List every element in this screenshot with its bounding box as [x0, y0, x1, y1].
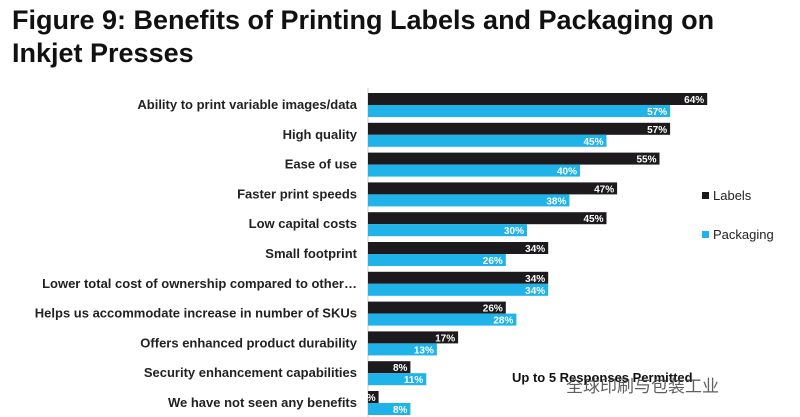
bar-packaging: [368, 343, 437, 356]
bar-packaging: [368, 373, 427, 386]
data-label-packaging: 40%: [557, 167, 577, 178]
category-label: Lower total cost of ownership compared t…: [42, 276, 357, 291]
category-label: Small footprint: [265, 246, 357, 261]
legend-item-packaging: Packaging: [702, 227, 774, 242]
bar-packaging: [368, 224, 527, 237]
category-label: Offers enhanced product durability: [140, 335, 357, 350]
data-label-packaging: 30%: [504, 226, 524, 237]
category-label: Helps us accommodate increase in number …: [35, 306, 357, 321]
category-label: Ability to print variable images/data: [137, 97, 357, 112]
bar-labels: [368, 182, 618, 195]
bar-labels: [368, 152, 660, 165]
data-label-labels: 34%: [525, 274, 545, 285]
legend-swatch-labels: [702, 192, 709, 199]
bar-labels: [368, 242, 549, 254]
legend-item-labels: Labels: [702, 188, 751, 203]
data-label-labels: 34%: [525, 244, 545, 255]
bar-packaging: [368, 283, 549, 296]
category-label: We have not seen any benefits: [168, 395, 357, 410]
bar-labels: [368, 361, 411, 374]
bar-packaging: [368, 105, 671, 117]
legend-label-labels: Labels: [713, 188, 752, 203]
data-label-labels: 64%: [684, 95, 704, 106]
data-label-packaging: 45%: [583, 137, 603, 148]
data-label-packaging: 34%: [525, 286, 545, 297]
category-label: Ease of use: [285, 157, 357, 172]
data-label-packaging: 8%: [393, 405, 408, 416]
watermark: 全球印刷与包装工业: [566, 377, 719, 396]
bar-packaging: [368, 254, 506, 266]
data-label-packaging: 11%: [404, 375, 424, 386]
bar-labels: [368, 331, 459, 344]
bar-labels: [368, 391, 379, 403]
data-label-packaging: 57%: [647, 107, 667, 118]
category-label: Low capital costs: [249, 216, 357, 231]
category-label: Security enhancement capabilities: [144, 365, 357, 380]
data-label-labels: 26%: [483, 304, 503, 315]
data-label-packaging: 13%: [414, 345, 434, 356]
legend-swatch-packaging: [702, 231, 709, 238]
data-label-labels: 17%: [435, 333, 455, 344]
bar-packaging: [368, 194, 570, 207]
bar-packaging: [368, 313, 517, 326]
legend-label-packaging: Packaging: [713, 227, 774, 242]
bar-packaging: [368, 164, 580, 177]
data-label-packaging: 28%: [493, 316, 513, 327]
bar-labels: [368, 271, 549, 284]
bar-labels: [368, 212, 607, 225]
data-label-labels: 2%: [361, 393, 376, 404]
data-label-labels: 8%: [393, 363, 408, 374]
category-label: Faster print speeds: [237, 186, 357, 201]
bar-labels: [368, 301, 506, 314]
chart-title: Figure 9: Benefits of Printing Labels an…: [12, 5, 715, 68]
footnote: Up to 5 Responses Permitted: [512, 370, 693, 385]
data-label-packaging: 26%: [483, 256, 503, 267]
bar-packaging: [368, 134, 607, 147]
bar-labels: [368, 122, 671, 135]
category-label: High quality: [283, 127, 358, 142]
data-label-labels: 57%: [647, 125, 667, 136]
bar-packaging: [368, 403, 411, 415]
data-label-labels: 55%: [636, 155, 656, 166]
data-label-labels: 45%: [583, 214, 603, 225]
bar-labels: [368, 93, 708, 105]
data-label-labels: 47%: [594, 184, 614, 195]
data-label-packaging: 38%: [546, 196, 566, 207]
